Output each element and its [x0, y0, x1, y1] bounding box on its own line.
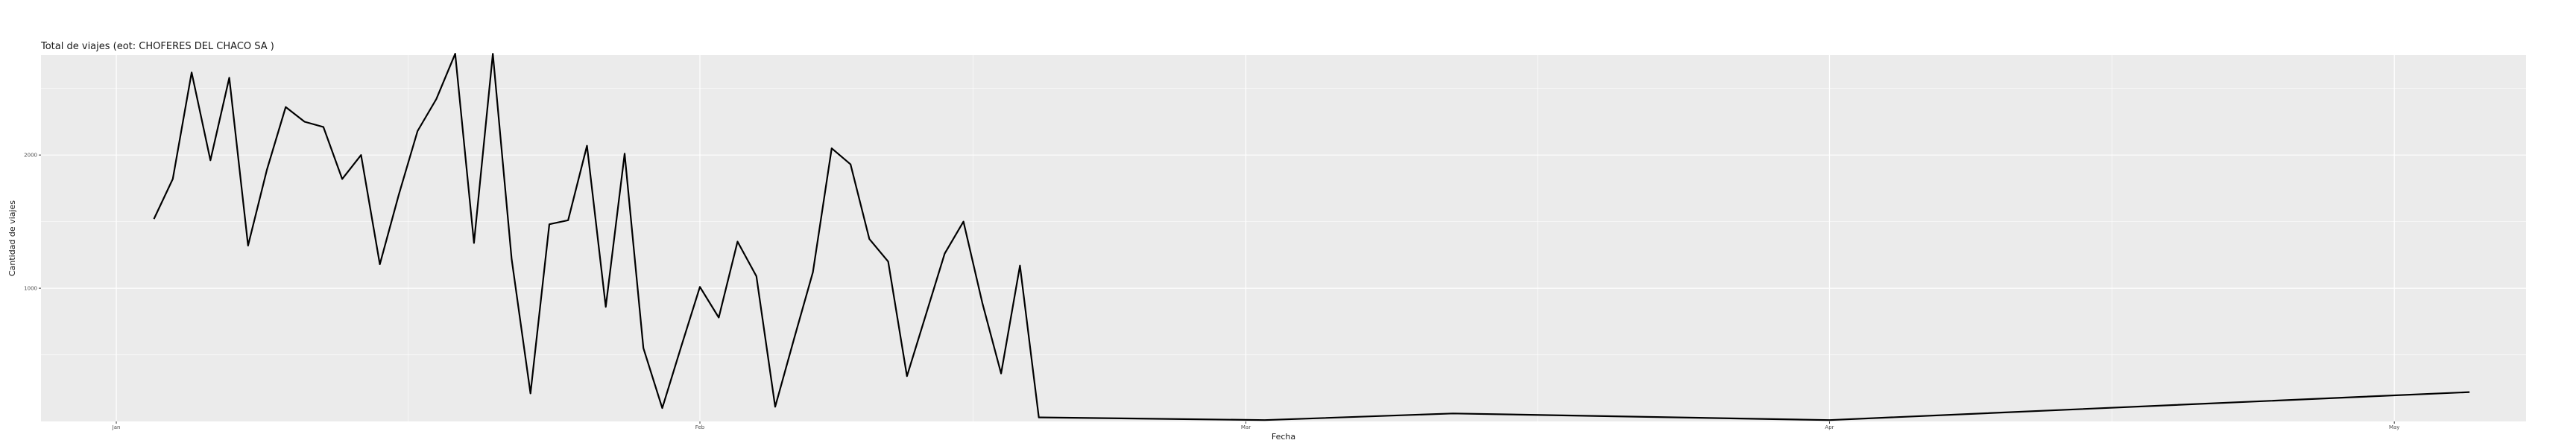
series-line	[153, 53, 2470, 421]
x-tick-label: Mar	[1241, 424, 1251, 430]
series-layer	[153, 53, 2470, 421]
y-tick-label: 1000	[24, 286, 37, 292]
gridlines	[41, 55, 2526, 421]
y-tick-label: 2000	[24, 153, 37, 159]
x-tick-label: May	[2389, 424, 2399, 430]
plot-panel	[41, 55, 2526, 421]
axis-ticks: 1000 2000 Jan Feb Mar Apr May	[24, 153, 2399, 430]
x-tick-label: Jan	[112, 424, 121, 430]
x-tick-label: Feb	[695, 424, 705, 430]
x-axis-title: Fecha	[1272, 432, 1295, 442]
y-axis-title: Cantidad de viajes	[7, 200, 17, 276]
chart-title: Total de viajes (eot: CHOFERES DEL CHACO…	[40, 41, 274, 52]
x-tick-label: Apr	[1825, 424, 1834, 430]
